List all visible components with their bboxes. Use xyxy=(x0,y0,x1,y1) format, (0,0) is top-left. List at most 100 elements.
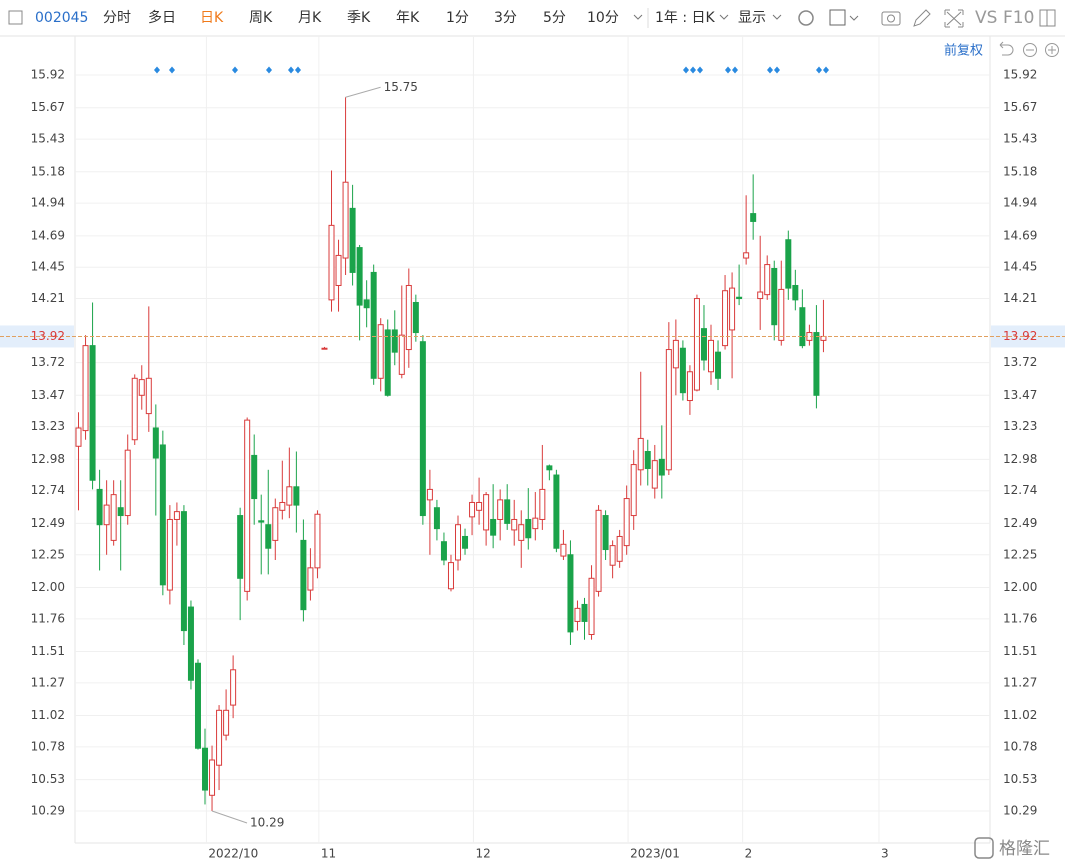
draw-icon[interactable] xyxy=(913,9,931,27)
candle-body xyxy=(335,254,342,286)
event-marker[interactable] xyxy=(295,66,301,74)
tab[interactable]: 3分 xyxy=(494,10,517,26)
candle-body xyxy=(518,524,525,541)
y2-tick-label: 10.29 xyxy=(1003,803,1037,817)
candle-body xyxy=(630,464,637,517)
event-marker[interactable] xyxy=(683,66,689,74)
candle-body xyxy=(483,494,490,531)
dropdown-icon[interactable] xyxy=(772,14,782,20)
y-tick-label: 12.49 xyxy=(31,516,65,530)
camera-icon[interactable] xyxy=(881,11,901,26)
y2-tick-label: 13.23 xyxy=(1003,419,1037,433)
candle-body xyxy=(511,518,518,531)
tab[interactable]: 1分 xyxy=(446,10,469,26)
candle-body xyxy=(532,517,539,530)
candle-body xyxy=(553,474,560,549)
dropdown-icon[interactable] xyxy=(849,15,859,21)
stock-code[interactable]: 002045 xyxy=(35,10,88,26)
candle-body xyxy=(560,543,567,557)
candle-body xyxy=(588,577,595,636)
tab[interactable]: 分时 xyxy=(103,10,131,26)
y-tick-label: 13.72 xyxy=(31,355,65,369)
tab[interactable]: 季K xyxy=(347,10,371,26)
tab[interactable]: 日K xyxy=(200,10,224,26)
candle-body xyxy=(209,759,216,796)
event-marker[interactable] xyxy=(690,66,696,74)
fullscreen-icon[interactable] xyxy=(944,9,964,28)
candle-body xyxy=(771,267,778,326)
candle-body xyxy=(490,518,497,536)
event-marker[interactable] xyxy=(697,66,703,74)
candles xyxy=(75,97,827,811)
zoom-in[interactable] xyxy=(1045,43,1059,57)
adjust-select[interactable]: 前复权 xyxy=(944,43,983,59)
period-select[interactable]: 1年 : 日K xyxy=(655,10,716,26)
candle-body xyxy=(764,264,771,296)
candle-body xyxy=(799,307,806,347)
candle-body xyxy=(384,329,391,396)
watermark: 格隆汇 xyxy=(999,839,1050,859)
candle-body xyxy=(391,329,398,353)
candle-body xyxy=(328,224,335,301)
y2-tick-label: 12.25 xyxy=(1003,547,1037,561)
f10-button[interactable]: F10 xyxy=(1003,8,1034,28)
event-marker[interactable] xyxy=(823,66,829,74)
watermark-logo xyxy=(974,837,994,859)
vs-button[interactable]: VS xyxy=(975,8,997,28)
event-marker[interactable] xyxy=(288,66,294,74)
event-marker[interactable] xyxy=(232,66,238,74)
checkbox[interactable] xyxy=(8,10,23,25)
candle-body xyxy=(202,747,209,791)
event-marker[interactable] xyxy=(154,66,160,74)
candle-body xyxy=(567,554,574,633)
zoom-out[interactable] xyxy=(1023,43,1037,57)
candle-body xyxy=(131,377,138,441)
candle-body xyxy=(743,252,750,259)
display-select[interactable]: 显示 xyxy=(738,10,766,26)
candle-body xyxy=(342,181,349,259)
low-label: 10.29 xyxy=(250,815,284,829)
y-tick-label: 14.94 xyxy=(31,196,65,210)
candle-body xyxy=(447,562,454,590)
dropdown-icon[interactable] xyxy=(719,14,729,20)
x-tick-label: 12 xyxy=(475,847,490,861)
candle-body xyxy=(89,345,96,481)
reset-icon[interactable] xyxy=(999,41,1014,56)
event-marker[interactable] xyxy=(816,66,822,74)
event-marker[interactable] xyxy=(266,66,272,74)
candle-body xyxy=(293,486,300,506)
event-marker[interactable] xyxy=(774,66,780,74)
candle-body xyxy=(124,449,131,517)
y-tick-label: 11.02 xyxy=(31,708,65,722)
y2-tick-label: 15.18 xyxy=(1003,164,1037,178)
dropdown-icon[interactable] xyxy=(633,14,643,20)
y2-tick-label: 11.51 xyxy=(1003,644,1037,658)
settings-icon[interactable] xyxy=(798,10,814,26)
tab[interactable]: 多日 xyxy=(148,9,176,26)
candle-body xyxy=(356,247,363,306)
candle-body xyxy=(525,518,532,539)
event-marker[interactable] xyxy=(732,66,738,74)
event-marker[interactable] xyxy=(767,66,773,74)
tab[interactable]: 月K xyxy=(298,10,322,26)
style-icon[interactable] xyxy=(829,9,846,26)
candle-body xyxy=(145,377,152,415)
candle-body xyxy=(138,379,145,396)
y-tick-label: 15.92 xyxy=(31,68,65,82)
tab[interactable]: 5分 xyxy=(543,10,566,26)
candle-body xyxy=(820,335,827,341)
y-tick-label: 14.45 xyxy=(31,260,65,274)
candle-body xyxy=(469,501,476,518)
overlay: 15.75 10.29 13.92 13.92 xyxy=(0,80,1065,829)
event-marker[interactable] xyxy=(169,66,175,74)
event-markers xyxy=(154,66,829,74)
y2-tick-label: 14.69 xyxy=(1003,228,1037,242)
tab[interactable]: 10分 xyxy=(587,10,619,26)
candle-body xyxy=(272,507,279,541)
tab[interactable]: 年K xyxy=(396,10,420,26)
price-tag: 13.92 xyxy=(1003,329,1037,343)
tab[interactable]: 周K xyxy=(249,10,273,26)
zoom-in-sign xyxy=(1048,46,1056,54)
event-marker[interactable] xyxy=(725,66,731,74)
y-tick-label: 12.98 xyxy=(31,452,65,466)
